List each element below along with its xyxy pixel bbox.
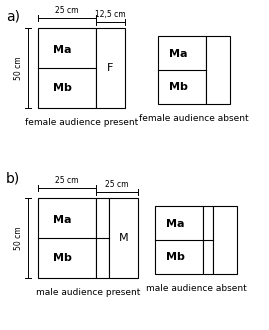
Text: Mb: Mb bbox=[166, 252, 185, 262]
Text: Ma: Ma bbox=[166, 219, 185, 229]
Bar bbox=[155, 206, 203, 274]
Text: Mb: Mb bbox=[169, 82, 187, 92]
Text: M: M bbox=[119, 233, 128, 243]
Bar bbox=[206, 36, 230, 104]
Text: 50 cm: 50 cm bbox=[14, 226, 23, 250]
Text: b): b) bbox=[6, 172, 20, 186]
Text: Ma: Ma bbox=[53, 45, 72, 54]
Text: female audience absent: female audience absent bbox=[139, 114, 249, 123]
Bar bbox=[158, 36, 206, 104]
Text: a): a) bbox=[6, 10, 20, 24]
Text: 25 cm: 25 cm bbox=[55, 176, 79, 185]
Text: Ma: Ma bbox=[53, 214, 72, 225]
Text: 12,5 cm: 12,5 cm bbox=[95, 10, 126, 19]
Bar bbox=[38, 198, 96, 278]
Bar bbox=[38, 28, 96, 108]
Bar bbox=[203, 206, 213, 274]
Text: female audience present: female audience present bbox=[25, 118, 138, 127]
Text: male audience absent: male audience absent bbox=[146, 284, 246, 293]
Text: Mb: Mb bbox=[53, 83, 72, 93]
Bar bbox=[96, 198, 109, 278]
Text: F: F bbox=[107, 63, 114, 73]
Text: Ma: Ma bbox=[169, 50, 187, 59]
Text: Mb: Mb bbox=[53, 253, 72, 263]
Text: male audience present: male audience present bbox=[36, 288, 140, 297]
Bar bbox=[109, 198, 138, 278]
Bar bbox=[213, 206, 237, 274]
Bar bbox=[96, 28, 125, 108]
Text: 25 cm: 25 cm bbox=[105, 180, 129, 189]
Text: 50 cm: 50 cm bbox=[14, 56, 23, 80]
Text: 25 cm: 25 cm bbox=[55, 6, 79, 15]
